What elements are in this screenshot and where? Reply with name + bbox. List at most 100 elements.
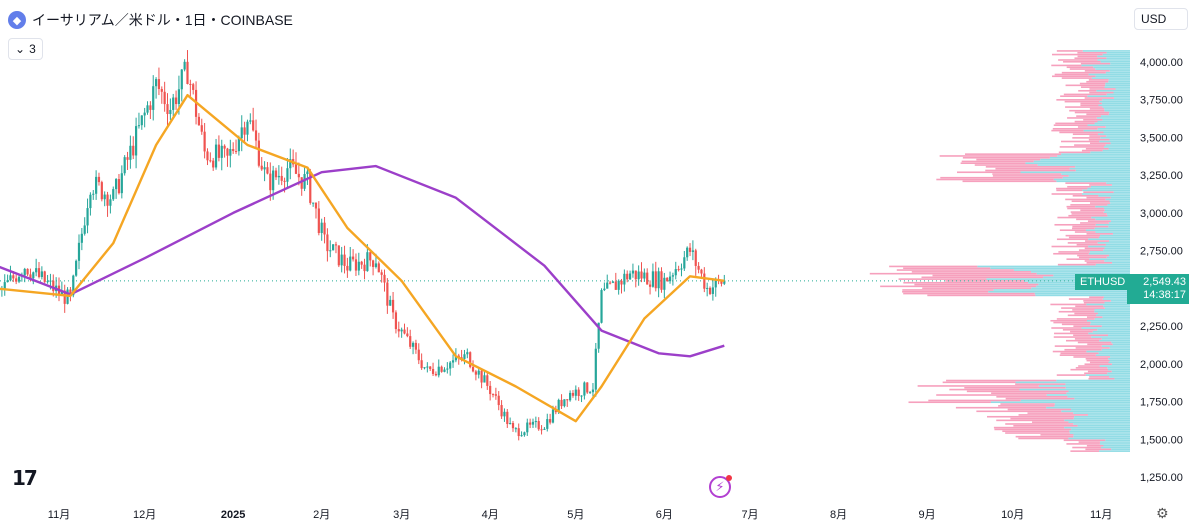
candle-body [206, 151, 209, 161]
candle-body [117, 179, 121, 194]
candle-body [326, 234, 329, 252]
volume-profile-down-bar [961, 160, 1034, 163]
volume-profile-down-bar [1071, 213, 1107, 215]
volume-profile-up-bar [1069, 432, 1130, 434]
volume-profile-down-bar [932, 274, 1054, 277]
volume-profile-down-bar [1072, 225, 1109, 228]
candle-body [143, 112, 146, 116]
volume-profile-up-bar [1105, 243, 1130, 246]
volume-profile-up-bar [1108, 254, 1130, 257]
volume-profile-up-bar [1090, 185, 1130, 188]
volume-profile-up-bar [1102, 99, 1130, 101]
candle-body [671, 275, 675, 277]
volume-profile-up-bar [1108, 368, 1130, 371]
volume-profile-up-bar [1073, 434, 1130, 436]
volume-profile-up-bar [1088, 245, 1130, 248]
volume-profile-up-bar [1105, 126, 1130, 128]
volume-profile-down-bar [1065, 106, 1103, 108]
volume-profile-down-bar [1058, 251, 1090, 253]
volume-profile-up-bar [1095, 223, 1130, 226]
y-tick-label: 3,500.00 [1140, 132, 1183, 144]
candle-body [60, 290, 63, 295]
volume-profile-down-bar [1078, 249, 1104, 251]
volume-profile-up-bar [1106, 135, 1130, 137]
candle-body [129, 145, 132, 160]
volume-profile-down-bar [1054, 345, 1102, 347]
volume-profile-down-bar [995, 167, 1070, 170]
volume-profile-down-bar [1059, 354, 1096, 356]
volume-profile-up-bar [1099, 100, 1130, 103]
volume-profile-down-bar [1005, 432, 1070, 434]
volume-profile-up-bar [1065, 386, 1130, 389]
notification-dot [726, 475, 732, 481]
candle-body [588, 392, 592, 394]
volume-profile-down-bar [1063, 439, 1106, 442]
volume-profile-down-bar [1077, 254, 1109, 257]
volume-profile-up-bar [1113, 191, 1130, 193]
candle-body [494, 394, 497, 396]
volume-profile-up-bar [1095, 354, 1130, 356]
settings-gear-icon[interactable]: ⚙ [1156, 505, 1169, 521]
volume-profile-down-bar [939, 155, 1058, 157]
volume-profile-up-bar [1094, 227, 1130, 230]
currency-button[interactable]: USD [1134, 8, 1188, 30]
volume-profile-down-bar [921, 276, 1044, 279]
volume-profile-down-bar [1056, 187, 1088, 190]
indicators-toggle-button[interactable]: ⌄ 3 [8, 38, 43, 60]
volume-profile-up-bar [1107, 204, 1130, 206]
volume-profile-up-bar [1109, 200, 1130, 203]
volume-profile-up-bar [1087, 124, 1130, 126]
candle-body [617, 280, 620, 290]
volume-profile-down-bar [1054, 332, 1089, 335]
volume-profile-up-bar [1103, 146, 1130, 148]
volume-profile-down-bar [1083, 300, 1111, 302]
volume-profile-up-bar [1109, 359, 1130, 362]
volume-profile-down-bar [1077, 126, 1106, 128]
candle-body [477, 370, 480, 375]
candle-body [334, 244, 338, 246]
candle-body [132, 145, 135, 156]
volume-profile-up-bar [1103, 296, 1130, 299]
volume-profile-down-bar [922, 287, 1032, 289]
volume-profile-up-bar [1100, 61, 1130, 63]
volume-profile-down-bar [1065, 339, 1100, 342]
volume-profile-down-bar [936, 178, 1054, 181]
candle-body [75, 260, 78, 276]
volume-profile-down-bar [996, 419, 1065, 422]
candle-body [72, 275, 75, 296]
volume-profile-down-bar [1002, 430, 1070, 433]
volume-profile-up-bar [1104, 247, 1130, 250]
candle-body [312, 202, 315, 204]
candle-body [329, 250, 332, 252]
volume-profile-down-bar [957, 171, 1021, 174]
candle-body [391, 299, 395, 313]
volume-profile-up-bar [1107, 372, 1130, 375]
volume-profile-down-bar [1054, 223, 1096, 226]
volume-profile-up-bar [1103, 249, 1130, 251]
volume-profile-down-bar [1080, 104, 1099, 107]
volume-profile-down-bar [1075, 347, 1110, 349]
symbol-title[interactable]: イーサリアム／米ドル・1日・COINBASE [32, 12, 293, 28]
volume-profile-up-bar [1067, 396, 1130, 398]
volume-profile-down-bar [1051, 193, 1082, 195]
candle-body [697, 265, 700, 270]
volume-profile-up-bar [1073, 423, 1130, 425]
volume-profile-down-bar [1088, 79, 1109, 81]
volume-profile-up-bar [1108, 79, 1130, 81]
candle-body [214, 144, 218, 168]
volume-profile-up-bar [1111, 448, 1130, 451]
candle-body [272, 170, 275, 191]
volume-profile-down-bar [896, 269, 1014, 271]
volume-profile-up-bar [1094, 122, 1130, 125]
tradingview-logo[interactable]: 𝟭𝟳 [12, 468, 38, 490]
lightning-icon[interactable]: ⚡ [709, 475, 732, 498]
volume-profile-down-bar [1089, 88, 1116, 90]
volume-profile-up-bar [1085, 374, 1130, 376]
y-tick-label: 1,250.00 [1140, 472, 1183, 484]
volume-profile-down-bar [1086, 262, 1113, 264]
volume-profile-up-bar [1105, 439, 1130, 442]
candle-body [480, 370, 483, 383]
volume-profile-up-bar [1091, 336, 1130, 338]
